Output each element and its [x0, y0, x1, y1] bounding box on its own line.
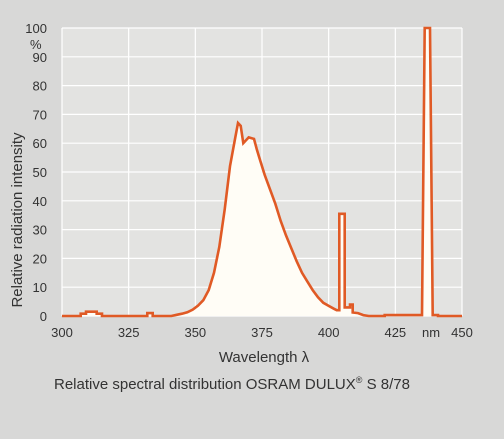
y-tick-label: 40	[33, 194, 47, 209]
x-tick-label: 325	[118, 325, 140, 340]
y-tick-label: 90	[33, 50, 47, 65]
gridlines	[61, 27, 463, 317]
y-tick-label: 20	[33, 251, 47, 266]
y-tick-label: 50	[33, 165, 47, 180]
x-axis-label: Wavelength λ	[219, 349, 310, 366]
x-tick-label: 375	[251, 325, 273, 340]
x-tick-label: 425	[384, 325, 406, 340]
y-tick-labels: 0 10 20 30 40 50 60 70 80 90 100	[25, 21, 47, 324]
y-tick-label: 30	[33, 223, 47, 238]
y-tick-label: 60	[33, 136, 47, 151]
caption-registered-mark: ®	[356, 375, 363, 385]
y-tick-label: 100	[25, 21, 47, 36]
spectrum-area	[62, 28, 462, 316]
caption-text: Relative spectral distribution OSRAM DUL…	[54, 376, 356, 393]
x-tick-label: 400	[318, 325, 340, 340]
x-tick-labels: 300 325 350 375 400 425 450	[51, 325, 473, 340]
x-unit-label: nm	[422, 325, 440, 340]
y-tick-label: 10	[33, 280, 47, 295]
y-tick-label: 0	[40, 309, 47, 324]
x-tick-label: 300	[51, 325, 73, 340]
chart-caption: Relative spectral distribution OSRAM DUL…	[54, 375, 410, 393]
x-tick-label: 450	[451, 325, 473, 340]
y-tick-label: 80	[33, 79, 47, 94]
y-tick-label: 70	[33, 107, 47, 122]
spectrum-curve	[62, 26, 462, 318]
y-unit-label: %	[30, 37, 42, 52]
x-tick-label: 350	[184, 325, 206, 340]
y-axis-label: Relative radiation intensity	[9, 132, 26, 308]
caption-model: S 8/78	[362, 376, 410, 393]
